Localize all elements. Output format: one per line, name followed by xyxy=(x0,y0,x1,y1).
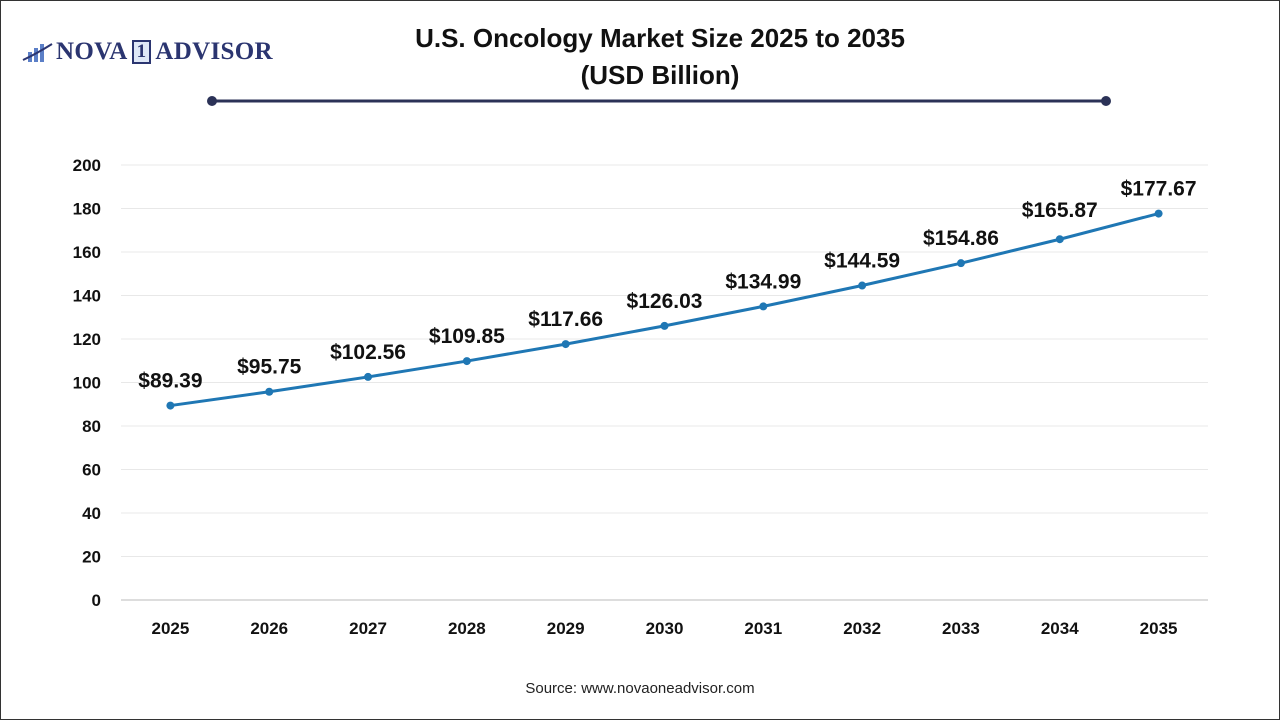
chart-title: U.S. Oncology Market Size 2025 to 2035 (… xyxy=(360,20,960,94)
logo-text-one: 1 xyxy=(131,40,152,64)
logo-text-advisor: ADVISOR xyxy=(155,38,273,65)
bar-chart-logo-icon xyxy=(22,43,53,62)
x-tick-label: 2033 xyxy=(942,619,980,638)
data-point xyxy=(561,340,570,349)
x-tick-label: 2031 xyxy=(744,619,782,638)
x-tick-label: 2025 xyxy=(151,619,189,638)
y-tick-label: 100 xyxy=(73,374,101,393)
x-tick-label: 2026 xyxy=(250,619,288,638)
data-point xyxy=(1154,209,1163,218)
data-label: $117.66 xyxy=(528,308,603,331)
y-tick-label: 180 xyxy=(73,200,101,219)
data-label: $109.85 xyxy=(429,325,505,348)
data-point xyxy=(759,302,768,311)
data-label: $154.86 xyxy=(923,227,999,250)
data-point xyxy=(956,259,965,268)
data-label: $95.75 xyxy=(237,356,302,379)
data-label: $89.39 xyxy=(138,370,202,393)
y-tick-label: 160 xyxy=(73,243,101,262)
x-tick-label: 2027 xyxy=(349,619,387,638)
title-rule-dot-right xyxy=(1101,96,1111,106)
data-point xyxy=(1055,235,1064,244)
data-point xyxy=(166,401,175,410)
y-tick-label: 120 xyxy=(73,330,101,349)
title-rule-dot-left xyxy=(207,96,217,106)
data-point xyxy=(858,281,867,290)
y-tick-label: 60 xyxy=(82,461,101,480)
y-tick-label: 80 xyxy=(82,417,101,436)
data-label: $177.67 xyxy=(1121,178,1197,201)
logo-text-nova: NOVA xyxy=(56,38,128,65)
data-label: $126.03 xyxy=(627,290,703,313)
x-tick-label: 2032 xyxy=(843,619,881,638)
y-tick-label: 20 xyxy=(82,548,101,567)
y-tick-label: 200 xyxy=(73,156,101,175)
data-label: $102.56 xyxy=(330,341,406,364)
x-tick-label: 2030 xyxy=(646,619,684,638)
chart-title-line2: (USD Billion) xyxy=(580,60,740,90)
x-tick-label: 2035 xyxy=(1140,619,1178,638)
x-tick-label: 2034 xyxy=(1041,619,1079,638)
source-text: Source: www.novaoneadvisor.com xyxy=(525,680,755,697)
y-tick-label: 140 xyxy=(73,287,101,306)
data-point xyxy=(462,357,471,366)
data-point xyxy=(364,372,373,381)
y-tick-label: 40 xyxy=(82,504,101,523)
data-point xyxy=(265,387,274,396)
chart-title-line1: U.S. Oncology Market Size 2025 to 2035 xyxy=(415,23,905,53)
x-tick-label: 2029 xyxy=(547,619,585,638)
data-label: $144.59 xyxy=(824,250,900,273)
data-label: $165.87 xyxy=(1022,199,1098,222)
x-tick-label: 2028 xyxy=(448,619,486,638)
data-label: $134.99 xyxy=(725,270,801,293)
nova-advisor-logo: NOVA 1 ADVISOR xyxy=(22,38,273,66)
y-tick-label: 0 xyxy=(92,591,101,610)
data-point xyxy=(660,321,669,330)
